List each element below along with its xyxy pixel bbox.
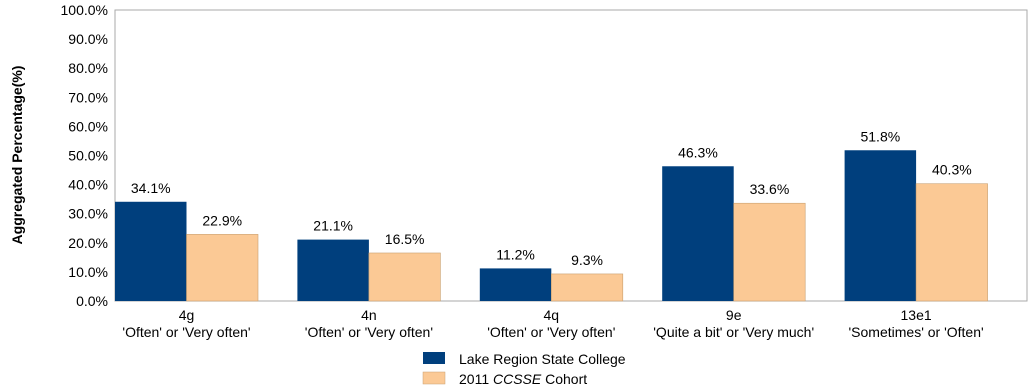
y-tick-label: 0.0%: [76, 293, 108, 309]
y-tick-label: 100.0%: [61, 2, 108, 18]
category-description: 'Quite a bit' or 'Very much': [653, 324, 814, 340]
category-labels: 4g'Often' or 'Very often'4n'Often' or 'V…: [122, 307, 983, 340]
data-label: 22.9%: [202, 212, 242, 228]
category-code: 4q: [544, 307, 560, 323]
data-label: 51.8%: [860, 128, 900, 144]
data-labels: 34.1% 22.9% 21.1% 16.5% 11.2% 9.3% 46.3% 33.6% 5…: [131, 128, 972, 268]
y-tick-label: 40.0%: [68, 177, 108, 193]
bar: [479, 268, 552, 301]
category-code: 9e: [726, 307, 742, 323]
category-description: 'Often' or 'Very often': [305, 324, 433, 340]
y-tick-label: 70.0%: [68, 89, 108, 105]
data-label: 46.3%: [678, 144, 718, 160]
y-axis-ticks: 0.0% 10.0% 20.0% 30.0% 40.0% 50.0% 60.0% 70.0% 8…: [61, 2, 108, 309]
bar: [368, 252, 441, 302]
y-axis-label: Aggregated Percentage(%): [9, 66, 25, 245]
bar: [733, 202, 806, 302]
data-label: 9.3%: [571, 252, 603, 268]
y-tick-label: 50.0%: [68, 148, 108, 164]
data-label: 11.2%: [496, 246, 535, 262]
bar: [550, 273, 624, 302]
data-label: 33.6%: [750, 181, 790, 197]
bar: [915, 183, 988, 302]
bar: [297, 239, 369, 301]
bar: [115, 201, 187, 301]
y-tick-label: 20.0%: [68, 235, 108, 251]
legend-label-lake-region: Lake Region State College: [459, 351, 626, 367]
y-tick-label: 90.0%: [68, 31, 108, 47]
category-code: 13e1: [901, 307, 932, 323]
bar: [186, 234, 259, 302]
category-description: 'Often' or 'Very often': [487, 324, 615, 340]
legend: Lake Region State College 2011 CCSSE Coh…: [422, 351, 626, 387]
category-description: 'Sometimes' or 'Often': [849, 324, 984, 340]
y-tick-label: 80.0%: [68, 60, 108, 76]
category-code: 4n: [361, 307, 377, 323]
bar: [662, 166, 734, 301]
y-tick-label: 30.0%: [68, 206, 108, 222]
legend-label-ccsse-cohort: 2011 CCSSE Cohort: [459, 371, 587, 387]
category-description: 'Often' or 'Very often': [122, 324, 250, 340]
data-label: 40.3%: [932, 162, 972, 178]
category-code: 4g: [179, 307, 195, 323]
bar: [844, 150, 917, 301]
legend-swatch-ccsse-cohort: [422, 371, 446, 385]
legend-swatch-lake-region: [423, 352, 445, 364]
data-label: 34.1%: [131, 180, 171, 196]
y-tick-label: 10.0%: [68, 264, 108, 280]
bars: [115, 150, 988, 302]
data-label: 16.5%: [385, 231, 425, 247]
data-label: 21.1%: [313, 218, 353, 234]
y-tick-label: 60.0%: [68, 118, 108, 134]
